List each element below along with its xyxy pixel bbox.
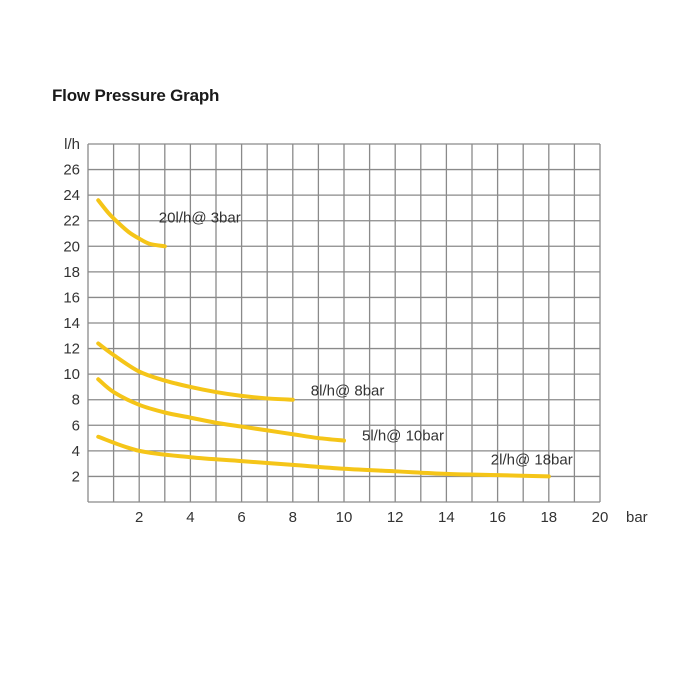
y-tick-label: 6 <box>72 417 80 434</box>
curve-line-3 <box>96 377 346 443</box>
curve-line-4 <box>96 434 551 479</box>
curve-label-2: 8l/h@ 8bar <box>311 383 385 400</box>
x-tick-label: 6 <box>237 509 245 526</box>
y-tick-label: 16 <box>63 289 80 306</box>
x-tick-label: 8 <box>289 509 297 526</box>
x-tick-label: 12 <box>387 509 404 526</box>
y-tick-label: 2 <box>72 468 80 485</box>
curve-label-3: 5l/h@ 10bar <box>362 428 444 445</box>
curve-label-4: 2l/h@ 18bar <box>491 451 573 468</box>
x-tick-label: 2 <box>135 509 143 526</box>
y-tick-label: 14 <box>63 315 80 332</box>
x-tick-label: 4 <box>186 509 194 526</box>
x-tick-label: 18 <box>540 509 557 526</box>
curve-line-2 <box>96 341 295 402</box>
y-tick-label: 20 <box>63 238 80 255</box>
x-tick-label: 14 <box>438 509 455 526</box>
y-tick-label: 26 <box>63 162 80 179</box>
y-tick-label: 22 <box>63 213 80 230</box>
curve-line-1 <box>96 198 167 249</box>
chart-title: Flow Pressure Graph <box>52 86 220 105</box>
y-tick-label: 24 <box>63 187 80 204</box>
x-tick-label: 10 <box>336 509 353 526</box>
y-tick-label: 4 <box>72 443 80 460</box>
x-tick-label: 20 <box>592 509 609 526</box>
y-tick-label: 18 <box>63 264 80 281</box>
y-tick-label: 8 <box>72 392 80 409</box>
y-axis-label: l/h <box>64 136 80 153</box>
x-tick-label: 16 <box>489 509 506 526</box>
curve-label-1: 20l/h@ 3bar <box>159 209 241 226</box>
x-axis-label: bar <box>626 509 648 526</box>
y-tick-label: 12 <box>63 341 80 358</box>
y-tick-label: 10 <box>63 366 80 383</box>
